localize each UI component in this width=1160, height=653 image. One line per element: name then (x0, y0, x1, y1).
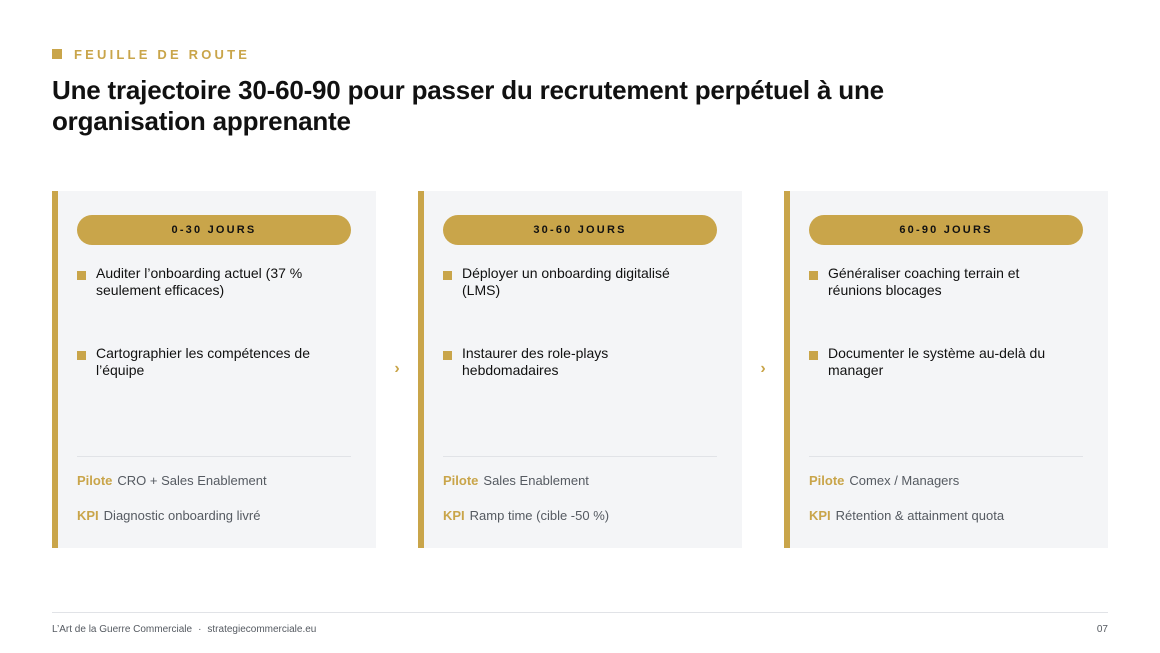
page-number: 07 (1096, 624, 1108, 635)
footer-brand: L’Art de la Guerre Commerciale (52, 624, 193, 635)
phase-action-item: Généraliser coaching terrain et réunions… (809, 265, 1069, 299)
phase-action-text: Cartographier les compétences de l’équip… (96, 345, 311, 378)
square-bullet-icon (809, 351, 818, 360)
phase-action-text: Instaurer des role-plays hebdomadaires (462, 345, 609, 378)
phase-card-30-60: 30-60 JOURS Déployer un onboarding digit… (418, 191, 742, 548)
phase-label: 60-90 JOURS (809, 215, 1083, 245)
footer-separator: · (198, 624, 202, 635)
phase-action-text: Auditer l’onboarding actuel (37 % seulem… (96, 265, 303, 298)
square-bullet-icon (809, 271, 818, 280)
eyebrow-square-icon (52, 49, 62, 59)
phase-card-60-90: 60-90 JOURS Généraliser coaching terrain… (784, 191, 1108, 548)
phase-kpi: KPI Rétention & attainment quota (809, 508, 1089, 524)
pilot-value: Comex / Managers (849, 473, 960, 488)
phase-kpi: KPI Diagnostic onboarding livré (77, 508, 357, 524)
chevron-right-icon: › (760, 360, 766, 377)
phase-label: 0-30 JOURS (77, 215, 351, 245)
phase-kpi: KPI Ramp time (cible -50 %) (443, 508, 723, 524)
phase-pilot: Pilote CRO + Sales Enablement (77, 473, 357, 489)
section-eyebrow: FEUILLE DE ROUTE (52, 46, 250, 62)
kpi-value: Ramp time (cible -50 %) (469, 508, 610, 523)
phase-pilot: Pilote Comex / Managers (809, 473, 1089, 489)
square-bullet-icon (443, 351, 452, 360)
footer-site: strategiecommerciale.eu (207, 624, 317, 635)
phase-action-item: Déployer un onboarding digitalisé (LMS) (443, 265, 703, 299)
pilot-value: Sales Enablement (483, 473, 589, 488)
phase-action-item: Documenter le système au-delà du manager (809, 345, 1069, 379)
phase-action-text: Déployer un onboarding digitalisé (LMS) (462, 265, 670, 298)
pilot-label: Pilote (443, 473, 479, 488)
card-divider (809, 456, 1083, 457)
card-divider (77, 456, 351, 457)
pilot-label: Pilote (809, 473, 845, 488)
phase-card-0-30: 0-30 JOURS Auditer l’onboarding actuel (… (52, 191, 376, 548)
kpi-label: KPI (443, 508, 465, 523)
roadmap-columns: 0-30 JOURS Auditer l’onboarding actuel (… (52, 191, 1108, 548)
kpi-label: KPI (809, 508, 831, 523)
phase-label: 30-60 JOURS (443, 215, 717, 245)
phase-action-text: Documenter le système au-delà du manager (828, 345, 1046, 378)
footer-divider (52, 612, 1108, 613)
pilot-label: Pilote (77, 473, 113, 488)
kpi-value: Diagnostic onboarding livré (103, 508, 261, 523)
pilot-value: CRO + Sales Enablement (117, 473, 267, 488)
square-bullet-icon (77, 271, 86, 280)
square-bullet-icon (77, 351, 86, 360)
phase-pilot: Pilote Sales Enablement (443, 473, 723, 489)
card-divider (443, 456, 717, 457)
chevron-right-icon: › (394, 360, 400, 377)
kpi-value: Rétention & attainment quota (835, 508, 1005, 523)
phase-action-item: Instaurer des role-plays hebdomadaires (443, 345, 703, 379)
footer-credits: L’Art de la Guerre Commerciale · strategie… (52, 623, 316, 636)
phase-action-item: Auditer l’onboarding actuel (37 % seulem… (77, 265, 337, 299)
kpi-label: KPI (77, 508, 99, 523)
phase-action-text: Généraliser coaching terrain et réunions… (828, 265, 1020, 298)
phase-action-item: Cartographier les compétences de l’équip… (77, 345, 337, 379)
square-bullet-icon (443, 271, 452, 280)
page-title: Une trajectoire 30-60-90 pour passer du … (52, 75, 884, 136)
eyebrow-label: FEUILLE DE ROUTE (74, 46, 251, 62)
